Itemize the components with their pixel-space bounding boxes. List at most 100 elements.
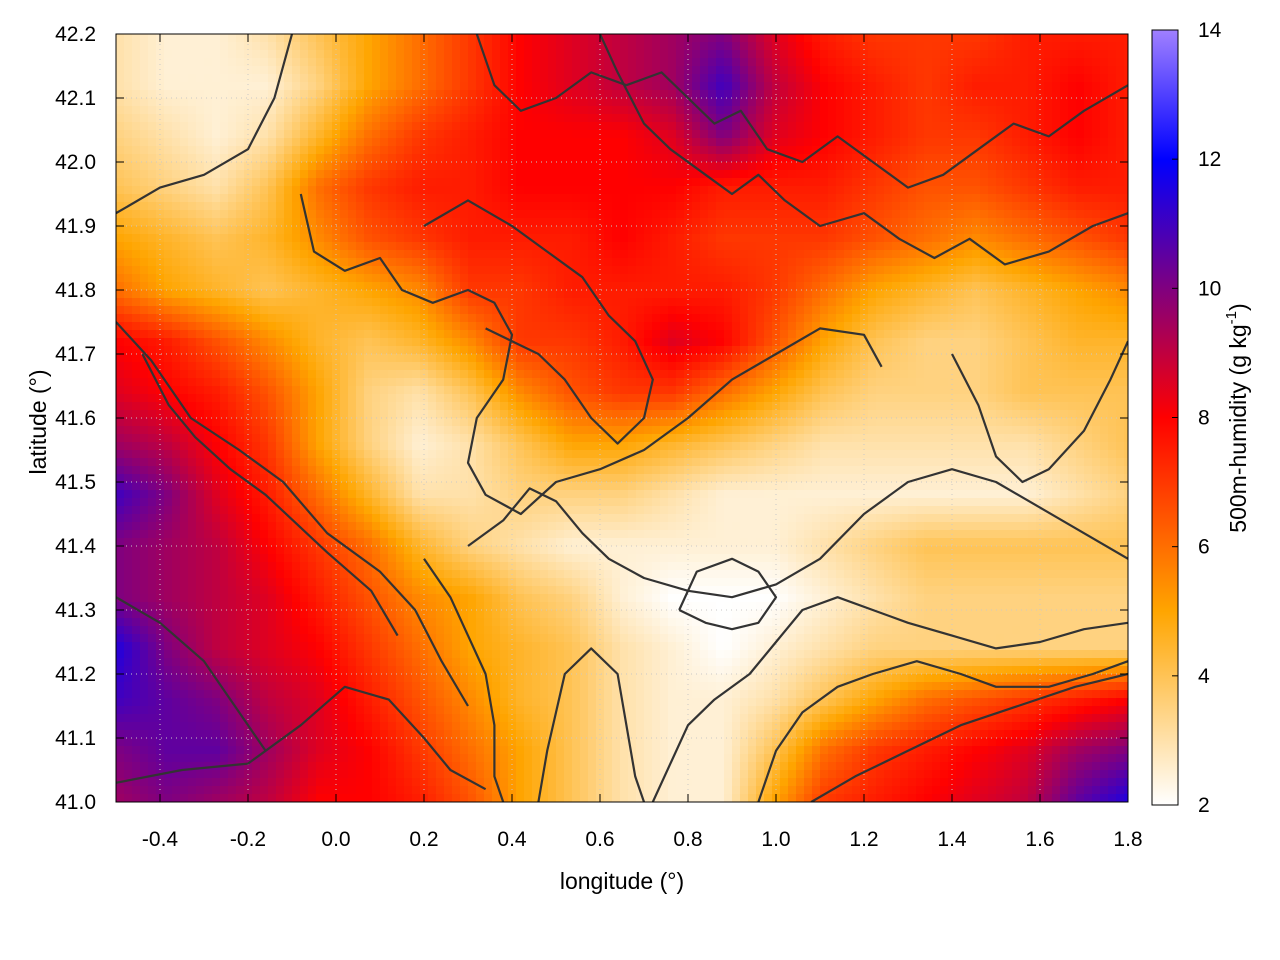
heatmap-cell [1084, 322, 1093, 331]
heatmap-cell [1028, 178, 1037, 187]
heatmap-cell [1108, 290, 1117, 299]
heatmap-cell [476, 250, 485, 259]
heatmap-cell [972, 90, 981, 99]
heatmap-cell [1052, 106, 1061, 115]
heatmap-cell [1076, 250, 1085, 259]
heatmap-cell [284, 50, 293, 59]
heatmap-cell [300, 258, 309, 267]
heatmap-cell [1052, 34, 1061, 43]
heatmap-cell [1116, 58, 1125, 67]
heatmap-cell [660, 42, 669, 51]
heatmap-cell [852, 98, 861, 107]
heatmap-cell [268, 210, 277, 219]
heatmap-cell [1020, 82, 1029, 91]
heatmap-cell [972, 138, 981, 147]
heatmap-cell [1028, 146, 1037, 155]
heatmap-cell [452, 186, 461, 195]
heatmap-cell [508, 122, 517, 131]
heatmap-cell [188, 330, 197, 339]
heatmap-cell [916, 162, 925, 171]
heatmap-cell [620, 122, 629, 131]
heatmap-cell [460, 146, 469, 155]
heatmap-cell [212, 266, 221, 275]
heatmap-cell [500, 50, 509, 59]
heatmap-cell [356, 186, 365, 195]
heatmap-cell [380, 130, 389, 139]
heatmap-cell [756, 330, 765, 339]
heatmap-cell [468, 306, 477, 315]
heatmap-cell [316, 114, 325, 123]
heatmap-cell [772, 162, 781, 171]
heatmap-cell [428, 242, 437, 251]
heatmap-cell [628, 258, 637, 267]
heatmap-cell [508, 74, 517, 83]
heatmap-cell [1100, 106, 1109, 115]
heatmap-cell [252, 226, 261, 235]
heatmap-cell [452, 218, 461, 227]
heatmap-cell [252, 114, 261, 123]
heatmap-cell [724, 178, 733, 187]
heatmap-cell [540, 154, 549, 163]
heatmap-cell [660, 226, 669, 235]
heatmap-cell [1068, 338, 1077, 347]
heatmap-cell [732, 74, 741, 83]
heatmap-cell [708, 66, 717, 75]
heatmap-cell [532, 130, 541, 139]
heatmap-cell [548, 314, 557, 323]
heatmap-cell [668, 194, 677, 203]
heatmap-cell [548, 122, 557, 131]
heatmap-cell [732, 298, 741, 307]
heatmap-cell [564, 90, 573, 99]
heatmap-cell [980, 186, 989, 195]
heatmap-cell [756, 298, 765, 307]
heatmap-cell [1004, 186, 1013, 195]
heatmap-cell [916, 194, 925, 203]
heatmap-cell [1020, 314, 1029, 323]
heatmap-cell [124, 106, 133, 115]
heatmap-cell [476, 106, 485, 115]
heatmap-cell [524, 154, 533, 163]
heatmap-cell [1044, 178, 1053, 187]
heatmap-cell [972, 82, 981, 91]
heatmap-cell [868, 122, 877, 131]
heatmap-cell [540, 298, 549, 307]
heatmap-cell [820, 314, 829, 323]
heatmap-cell [924, 178, 933, 187]
heatmap-cell [868, 330, 877, 339]
heatmap-cell [780, 130, 789, 139]
heatmap-cell [148, 218, 157, 227]
heatmap-cell [204, 186, 213, 195]
heatmap-cell [484, 154, 493, 163]
heatmap-cell [804, 234, 813, 243]
heatmap-cell [516, 82, 525, 91]
heatmap-cell [916, 234, 925, 243]
heatmap-cell [796, 82, 805, 91]
heatmap-cell [436, 234, 445, 243]
heatmap-cell [588, 122, 597, 131]
heatmap-cell [388, 34, 397, 43]
heatmap-cell [340, 106, 349, 115]
heatmap-cell [724, 82, 733, 91]
heatmap-cell [884, 82, 893, 91]
heatmap-cell [228, 82, 237, 91]
heatmap-cell [948, 258, 957, 267]
heatmap-cell [932, 234, 941, 243]
heatmap-cell [204, 50, 213, 59]
heatmap-cell [932, 146, 941, 155]
heatmap-cell [804, 98, 813, 107]
heatmap-cell [196, 306, 205, 315]
heatmap-cell [820, 290, 829, 299]
heatmap-cell [900, 306, 909, 315]
heatmap-cell [676, 74, 685, 83]
heatmap-cell [596, 138, 605, 147]
heatmap-cell [260, 106, 269, 115]
heatmap-cell [1044, 266, 1053, 275]
heatmap-cell [1068, 322, 1077, 331]
heatmap-cell [596, 162, 605, 171]
heatmap-cell [284, 122, 293, 131]
heatmap-cell [132, 290, 141, 299]
heatmap-cell [1012, 234, 1021, 243]
heatmap-cell [548, 66, 557, 75]
heatmap-cell [1108, 314, 1117, 323]
heatmap-cell [628, 114, 637, 123]
